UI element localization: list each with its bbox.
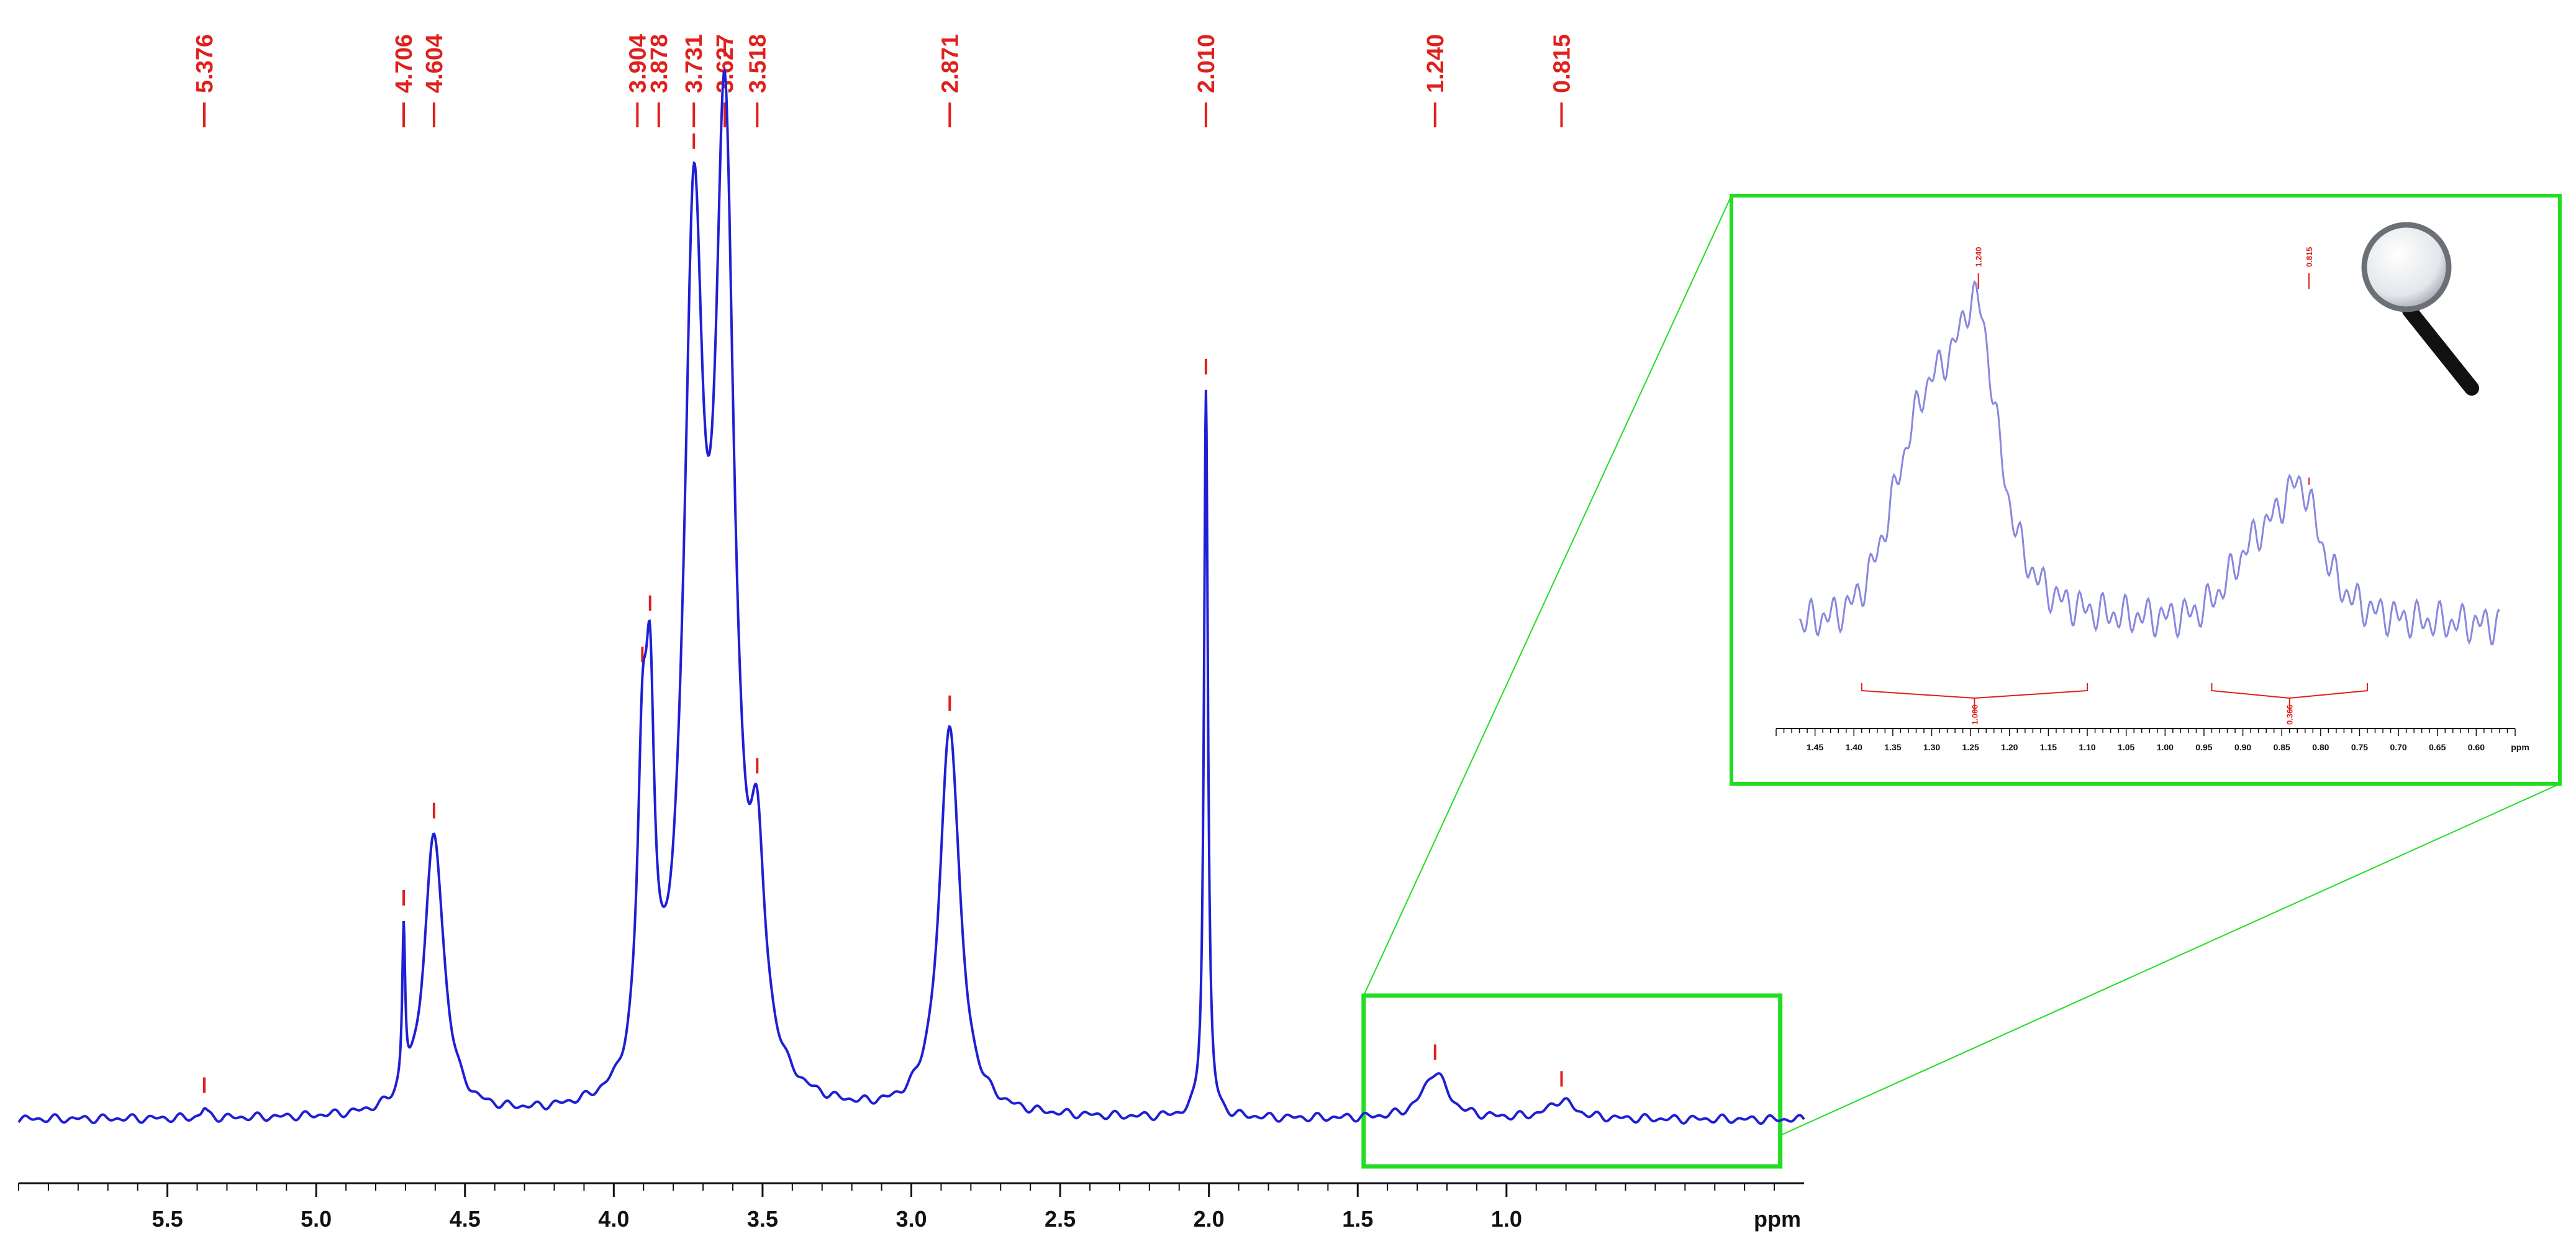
x-tick-label: 5.0 [301,1206,332,1232]
x-tick-label: 5.5 [152,1206,183,1232]
inset-x-tick-label: 1.20 [2001,742,2018,752]
inset-x-tick-label: 1.45 [1807,742,1823,752]
inset-peak-label: 1.240 [1974,247,1984,267]
inset-x-tick-label: 1.15 [2040,742,2057,752]
integral-value-label: 0.366 [2285,704,2295,725]
peak-label: 3.731 [681,34,707,93]
peak-label: 2.871 [937,34,963,93]
peak-label: 2.010 [1194,34,1220,93]
peak-label: 3.878 [646,34,673,93]
peak-label: 3.904 [625,34,651,93]
integral-value-label: 1.000 [1970,704,1979,725]
x-tick-label: 2.0 [1194,1206,1225,1232]
inset-x-tick-label: 0.75 [2351,742,2368,752]
x-tick-label: 3.5 [747,1206,778,1232]
inset-x-tick-label: 1.25 [1962,742,1979,752]
inset-x-tick-label: 1.10 [2079,742,2095,752]
x-tick-label: 4.5 [450,1206,481,1232]
inset-x-axis-unit-label: ppm [2511,742,2529,752]
inset-x-tick-label: 0.60 [2468,742,2485,752]
inset-spectrum-line [1798,279,2501,646]
inset-x-tick-label: 1.35 [1884,742,1901,752]
peak-label: 4.706 [391,34,417,93]
inset-x-tick-label: 1.05 [2118,742,2134,752]
inset-peak-label: 0.815 [2305,247,2314,267]
inset-x-tick-label: 0.90 [2234,742,2251,752]
x-tick-label: 3.0 [896,1206,927,1232]
peak-label: 4.604 [422,34,448,93]
inset-x-tick-label: 1.30 [1923,742,1940,752]
inset-x-tick-label: 1.00 [2157,742,2174,752]
peak-label: 5.376 [192,34,218,93]
zoom-connector-line [1780,783,2560,1136]
zoom-connector-line [1363,195,1732,996]
inset-x-tick-label: 0.70 [2390,742,2406,752]
peak-label: 1.240 [1423,34,1449,93]
peak-label: 3.518 [745,34,771,93]
inset-x-tick-label: 1.40 [1846,742,1862,752]
inset-x-tick-label: 0.80 [2312,742,2329,752]
x-tick-label: 4.0 [598,1206,629,1232]
x-tick-label: 1.0 [1491,1206,1522,1232]
x-axis-unit-label: ppm [1754,1206,1801,1232]
magnifying-glass-icon [2361,222,2479,396]
x-tick-label: 1.5 [1342,1206,1373,1232]
inset-x-tick-label: 0.95 [2195,742,2212,752]
peak-label: 0.815 [1549,34,1575,93]
spectrum-line [17,66,1805,1125]
inset-x-tick-label: 0.65 [2429,742,2446,752]
x-tick-label: 2.5 [1045,1206,1076,1232]
inset-x-tick-label: 0.85 [2274,742,2290,752]
zoom-region-box [1361,993,1783,1169]
